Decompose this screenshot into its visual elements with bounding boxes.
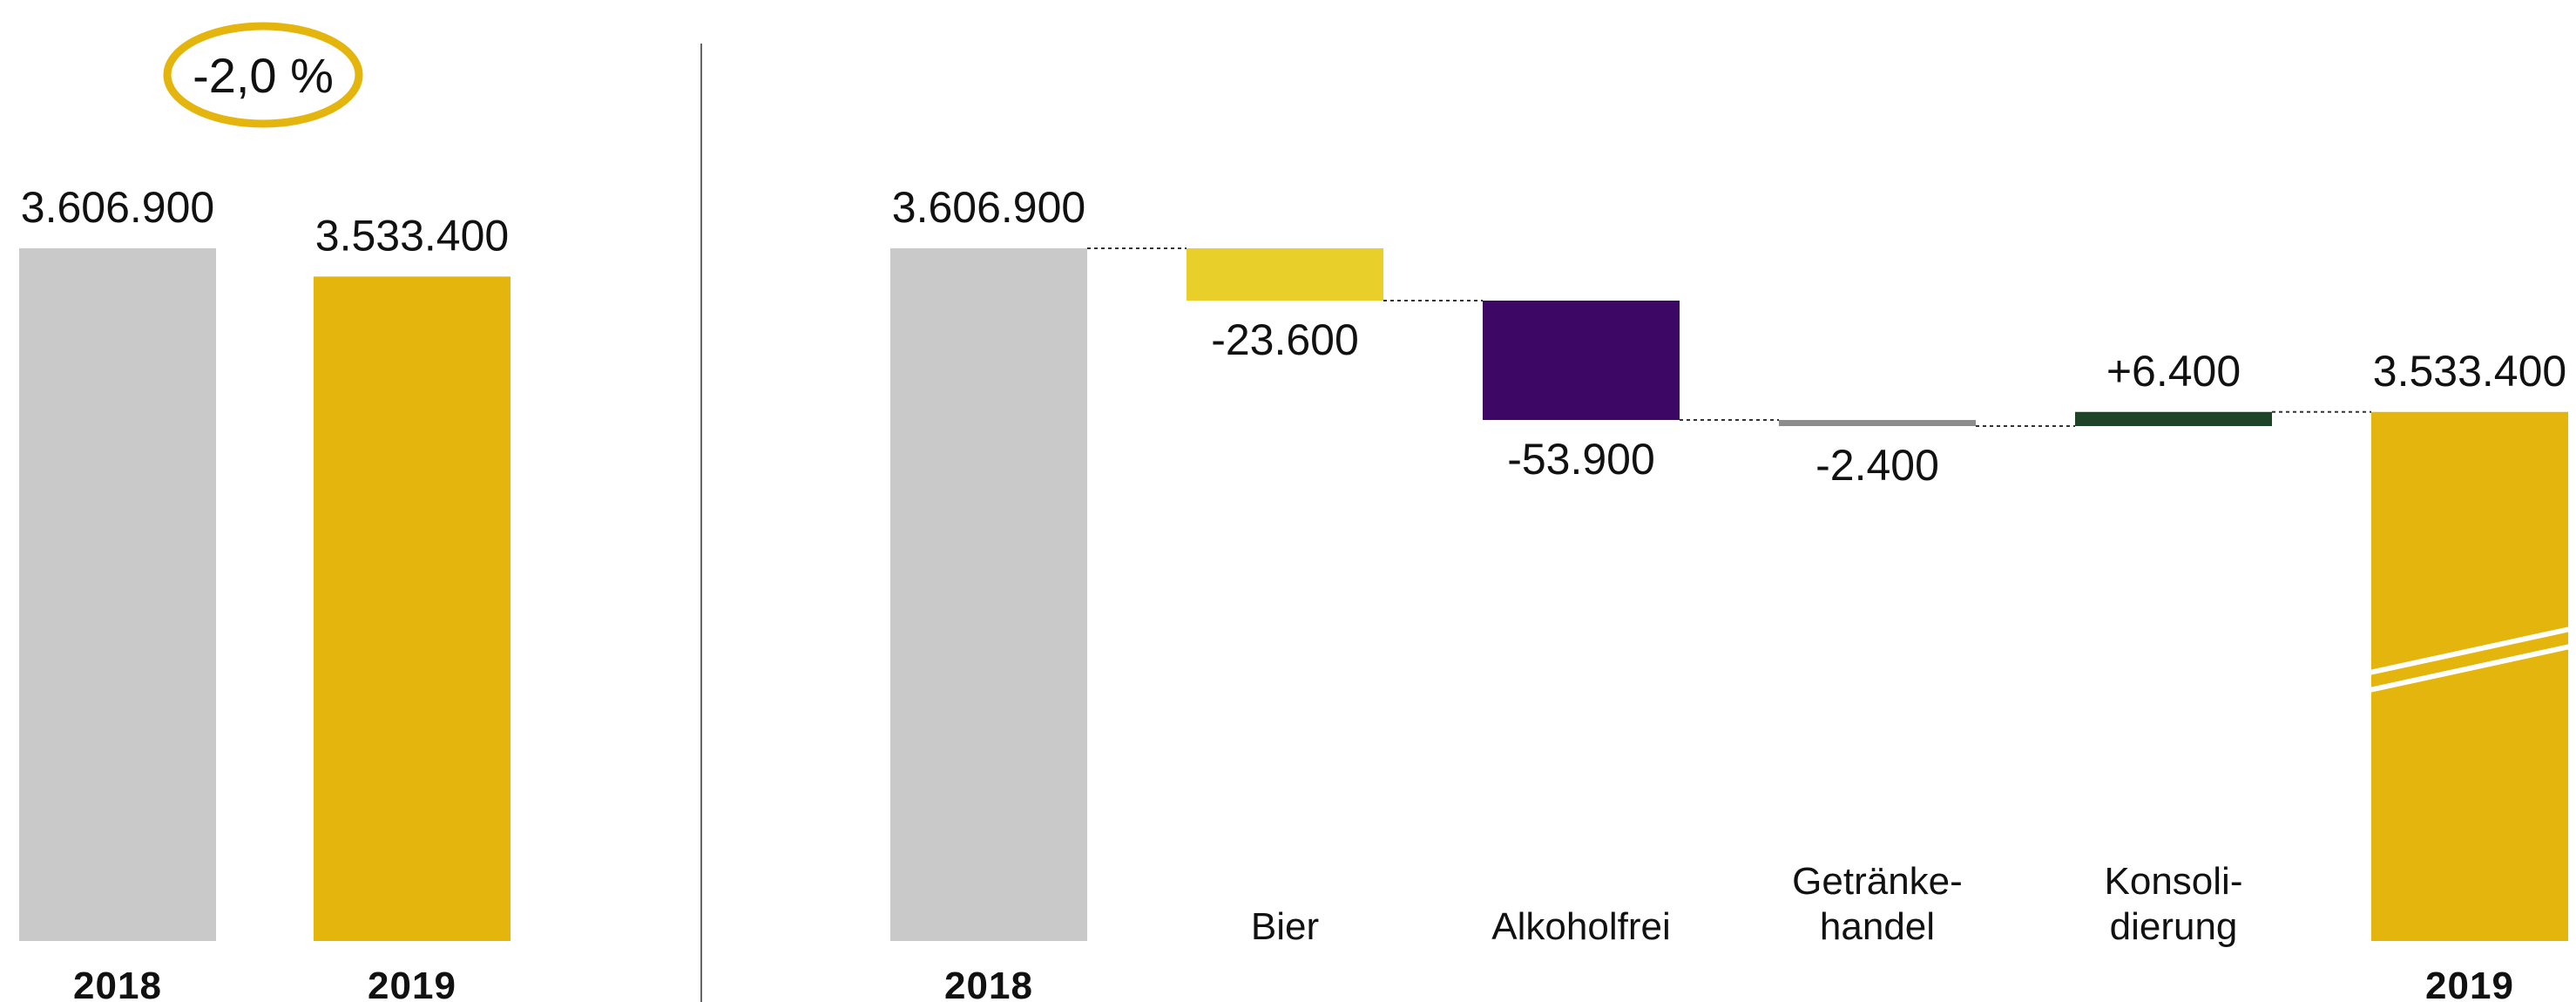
value-label: 3.606.900 [892,183,1085,232]
value-label: -2.400 [1815,441,1939,490]
category-label: 2018 [73,965,162,1002]
value-label: +6.400 [2106,347,2241,396]
value-label: -23.600 [1211,315,1359,364]
waterfall-bar-Alkoholfrei [1483,301,1680,421]
value-label: -53.900 [1507,435,1655,484]
category-label: Bier [1251,905,1319,948]
category-label: handel [1820,905,1935,948]
value-label: 3.533.400 [315,211,509,260]
value-label: 3.606.900 [21,183,214,232]
waterfall-bar-2018 [890,248,1087,941]
category-label: Konsoli- [2105,860,2243,903]
axis-break-line [2369,644,2571,693]
axis-break-line [2369,626,2571,675]
waterfall-bar-Konsoli-dierung [2075,411,2272,427]
change-badge-label: -2,0 % [193,48,334,103]
bar-2019 [314,276,510,941]
bar-2018 [19,248,216,941]
value-label: 3.533.400 [2373,347,2566,396]
waterfall-bar-Bier [1187,248,1383,301]
category-label: dierung [2110,905,2238,948]
category-label: Alkoholfrei [1491,905,1670,948]
category-label: Getränke- [1792,860,1963,903]
category-label: 2019 [2425,965,2514,1002]
category-label: 2019 [368,965,456,1002]
change-badge-ellipse [163,22,363,128]
waterfall-bar-2019 [2371,411,2568,942]
waterfall-bar-Getränke-handel [1779,420,1976,427]
category-label: 2018 [944,965,1033,1002]
